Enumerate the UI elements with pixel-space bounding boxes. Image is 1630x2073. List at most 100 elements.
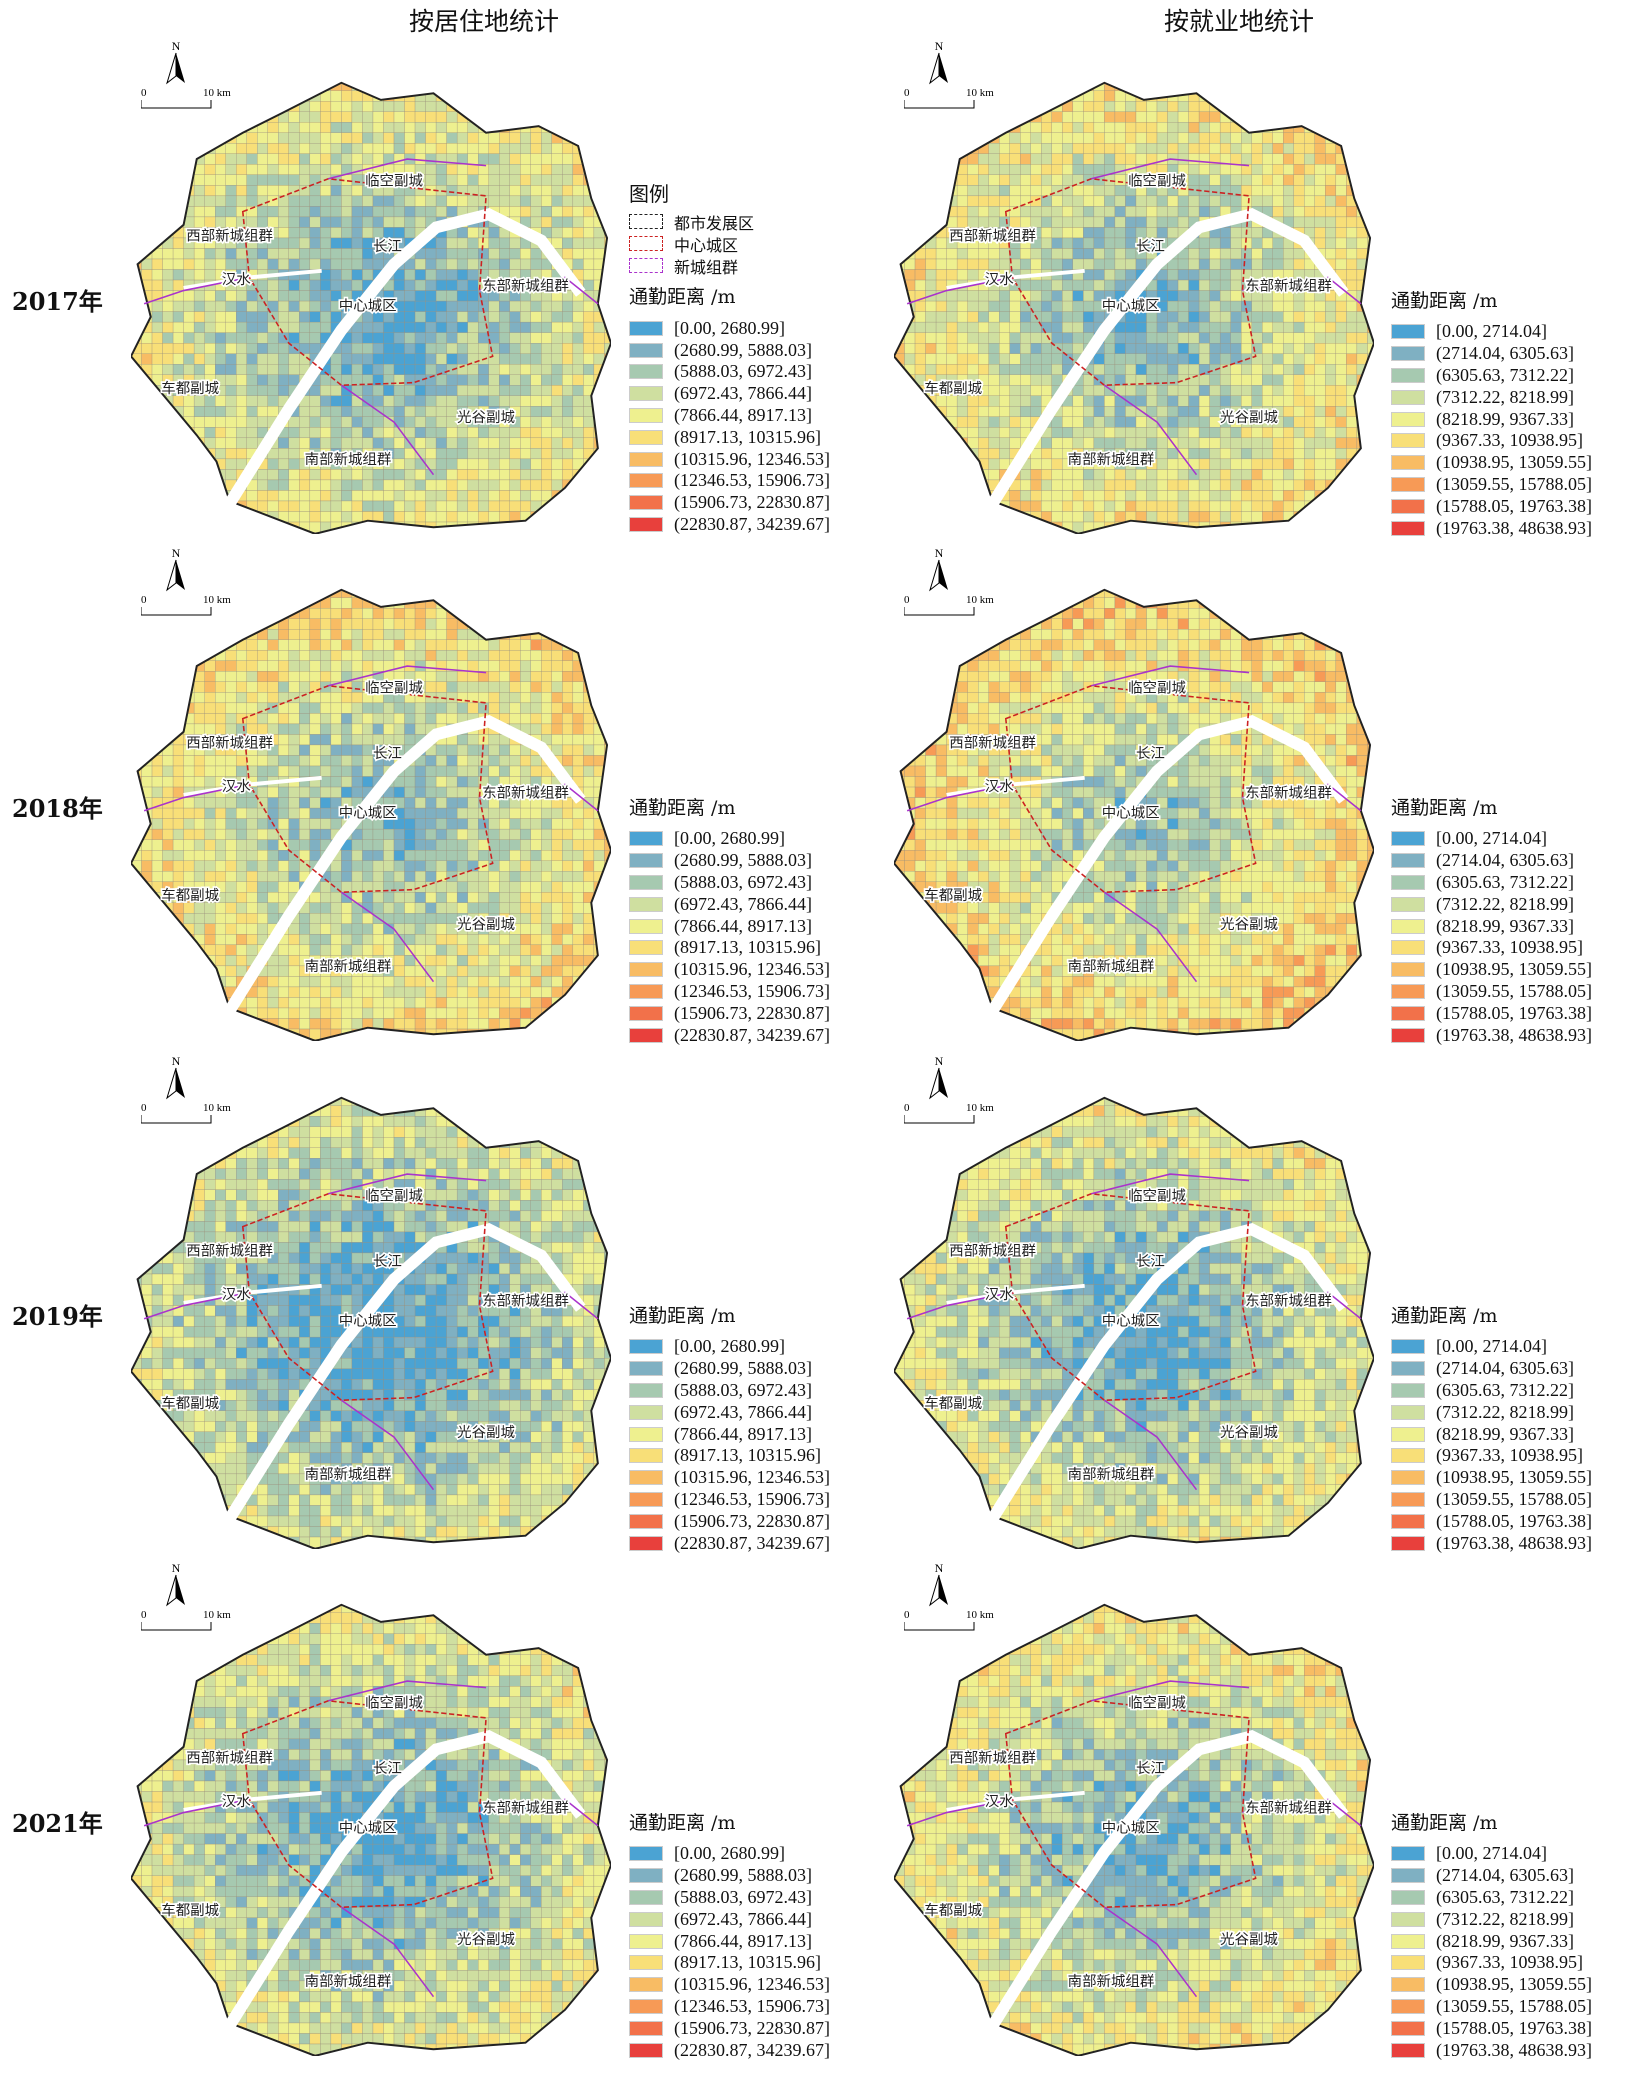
map-cell	[967, 490, 979, 502]
map-cell	[1188, 416, 1200, 428]
map-cell	[246, 618, 258, 630]
map-cell	[935, 490, 947, 502]
map-cell	[509, 385, 521, 396]
map-cell	[131, 385, 142, 396]
map-cell	[257, 406, 268, 417]
map-cell	[172, 143, 184, 154]
map-cell	[414, 437, 426, 449]
map-cell	[1093, 195, 1105, 207]
map-cell	[383, 500, 395, 512]
map-cell	[467, 300, 479, 312]
map-cell	[488, 437, 500, 449]
map-cell	[1346, 416, 1358, 428]
map-cell	[1041, 300, 1052, 312]
map-cell	[151, 300, 163, 312]
map-cell	[946, 521, 958, 533]
map-cell	[341, 713, 353, 725]
map-cell	[499, 755, 510, 767]
map-cell	[404, 269, 416, 281]
map-cell	[1209, 500, 1221, 512]
map-cell	[299, 237, 311, 249]
map-cell	[988, 511, 1000, 523]
map-cell	[1125, 385, 1137, 396]
map-cell	[425, 597, 437, 609]
map-cell	[330, 511, 342, 523]
map-cell	[1198, 143, 1210, 154]
map-cell	[1030, 82, 1042, 91]
map-cell	[1241, 90, 1252, 102]
map-cell	[362, 437, 374, 449]
map-cell	[572, 639, 584, 651]
map-cell	[935, 353, 947, 365]
map-cell	[604, 713, 611, 725]
map-cell	[309, 723, 321, 735]
map-cell	[141, 406, 153, 417]
map-cell	[257, 639, 268, 651]
map-cell	[1177, 269, 1189, 281]
map-cell	[257, 101, 268, 112]
map-cell	[488, 479, 500, 491]
map-cell	[341, 237, 353, 249]
map-cell	[551, 589, 563, 598]
map-cell	[1125, 122, 1137, 133]
map-cell	[131, 437, 142, 449]
map-cell	[1219, 321, 1231, 333]
map-cell	[372, 618, 384, 630]
map-cell	[946, 248, 958, 260]
map-cell	[204, 479, 216, 491]
map-cell	[551, 660, 563, 672]
map-cell	[541, 153, 552, 165]
map-cell	[894, 321, 905, 333]
map-cell	[393, 734, 405, 746]
map-cell	[1146, 437, 1158, 449]
map-cell	[572, 132, 584, 144]
map-cell	[478, 82, 489, 91]
map-cell	[1188, 300, 1200, 312]
map-cell	[1125, 216, 1137, 228]
map-cell	[1156, 143, 1168, 154]
map-cell	[393, 332, 405, 344]
map-cell	[1156, 511, 1168, 523]
map-cell	[341, 395, 353, 407]
map-cell	[414, 629, 426, 640]
map-cell	[1009, 132, 1021, 144]
map-cell	[1020, 521, 1031, 533]
map-cell	[978, 353, 989, 365]
map-cell	[1198, 332, 1210, 344]
map-cell	[309, 713, 321, 725]
map-cell	[1072, 279, 1084, 291]
map-cell	[1198, 458, 1210, 470]
map-cell	[320, 437, 332, 449]
map-cell	[151, 629, 163, 640]
map-cell	[393, 639, 405, 651]
map-cell	[1125, 364, 1137, 375]
map-cell	[225, 385, 237, 396]
map-cell	[162, 206, 174, 218]
map-cell	[967, 500, 979, 512]
map-cell	[572, 364, 584, 375]
map-cell	[383, 195, 395, 207]
map-cell	[1177, 532, 1189, 534]
map-cell	[604, 723, 611, 735]
map-cell	[215, 521, 226, 533]
map-cell	[1188, 279, 1200, 291]
map-cell	[383, 469, 395, 481]
map-cell	[320, 660, 332, 672]
map-cell	[435, 132, 447, 144]
map-cell	[541, 479, 552, 491]
map-cell	[488, 490, 500, 502]
map-cell	[1293, 532, 1305, 534]
map-cell	[246, 343, 258, 354]
map-cell	[257, 681, 268, 693]
map-cell	[215, 448, 226, 460]
map-cell	[935, 479, 947, 491]
map-cell	[446, 82, 458, 91]
map-cell	[309, 692, 321, 704]
map-cell	[1020, 143, 1031, 154]
map-cell	[894, 248, 905, 260]
map-cell	[520, 321, 531, 333]
map-cell	[1041, 174, 1052, 186]
map-cell	[320, 765, 332, 777]
map-cell	[425, 101, 437, 112]
map-cell	[1325, 143, 1337, 154]
